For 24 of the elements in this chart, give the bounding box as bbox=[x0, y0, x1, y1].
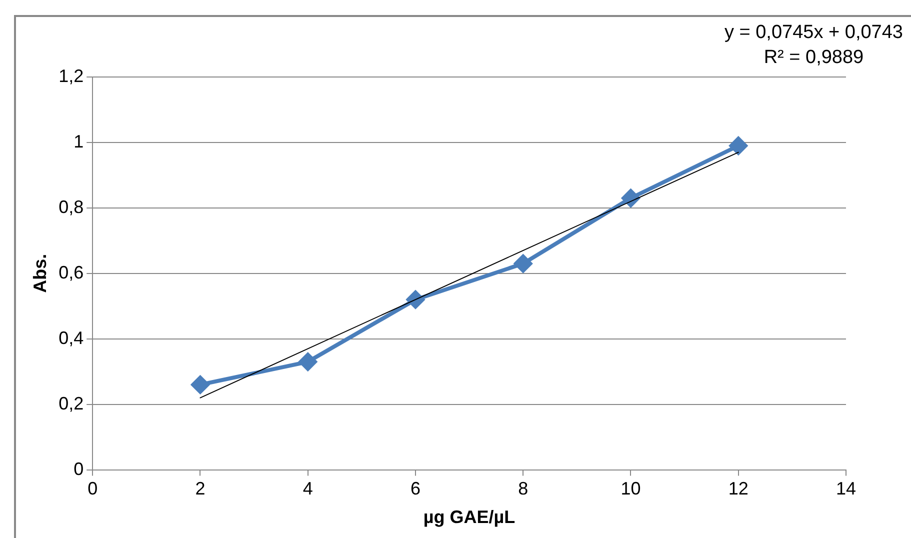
point bbox=[622, 189, 640, 208]
point bbox=[729, 136, 748, 155]
x-tick-label: 14 bbox=[836, 478, 856, 499]
y-axis-title: Abs. bbox=[30, 254, 50, 293]
point bbox=[298, 352, 317, 371]
y-tick-label: 0,8 bbox=[58, 196, 84, 217]
x-axis-title: µg GAE/µL bbox=[423, 507, 516, 528]
y-tick-label: 0,4 bbox=[58, 328, 84, 348]
point bbox=[191, 376, 210, 394]
y-tick-label: 0 bbox=[74, 458, 84, 479]
x-tick-label: 4 bbox=[302, 478, 313, 499]
x-tick-label: 6 bbox=[410, 478, 421, 499]
x-tick-label: 0 bbox=[88, 478, 98, 499]
text: y = 0,0745x + 0,0743 bbox=[724, 21, 903, 45]
x-tick-label: 10 bbox=[620, 478, 641, 499]
x-tick-label: 12 bbox=[728, 478, 748, 499]
x-tick-label: 8 bbox=[518, 478, 528, 499]
y-tick-label: 1,2 bbox=[58, 66, 84, 86]
y-tick-label: 0,2 bbox=[58, 393, 84, 414]
y-tick-label: 0,6 bbox=[58, 262, 84, 282]
text: R² = 0,9889 bbox=[762, 46, 865, 70]
y-tick-label: 1 bbox=[74, 131, 84, 152]
point bbox=[514, 254, 532, 273]
x-tick-label: 2 bbox=[195, 478, 206, 499]
